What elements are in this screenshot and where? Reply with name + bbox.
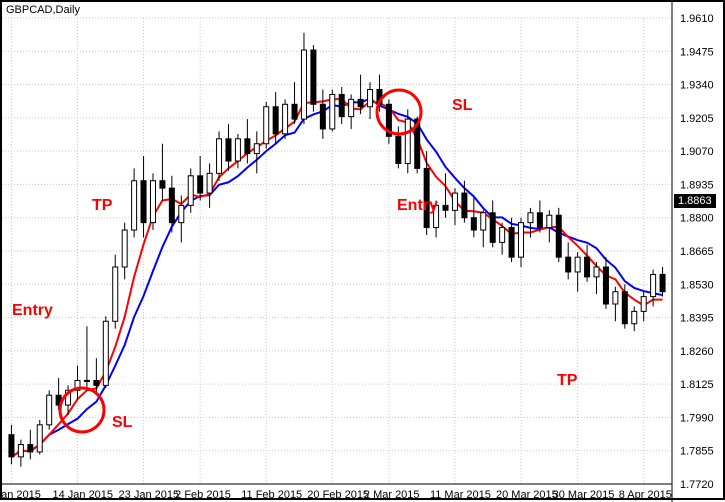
svg-text:14 Jan 2015: 14 Jan 2015 bbox=[52, 489, 113, 501]
svg-text:1.8800: 1.8800 bbox=[680, 213, 714, 225]
svg-text:1.8530: 1.8530 bbox=[680, 279, 714, 291]
svg-text:1.9205: 1.9205 bbox=[680, 113, 714, 125]
chart-container: GBPCAD,Daily 1.7720 1.7855 1.7990 1.8125 1.8… bbox=[0, 0, 725, 500]
chart-plot: 1.7720 1.7855 1.7990 1.8125 1.8260 1.8395 1.85… bbox=[2, 2, 725, 502]
annotation-sl: SL bbox=[112, 414, 132, 432]
svg-text:2 Mar 2015: 2 Mar 2015 bbox=[364, 489, 420, 501]
svg-text:1.8125: 1.8125 bbox=[680, 379, 714, 391]
svg-text:1.9610: 1.9610 bbox=[680, 13, 714, 25]
svg-text:1.8260: 1.8260 bbox=[680, 346, 714, 358]
current-price-label: 1.8863 bbox=[674, 194, 716, 208]
svg-text:1.9475: 1.9475 bbox=[680, 46, 714, 58]
svg-text:1.9340: 1.9340 bbox=[680, 80, 714, 92]
svg-text:1.8665: 1.8665 bbox=[680, 246, 714, 258]
svg-text:30 Mar 2015: 30 Mar 2015 bbox=[553, 489, 615, 501]
annotation-tp: TP bbox=[557, 372, 577, 390]
svg-text:1.9070: 1.9070 bbox=[680, 146, 714, 158]
svg-text:1.7720: 1.7720 bbox=[680, 479, 714, 491]
svg-text:5 Jan 2015: 5 Jan 2015 bbox=[2, 489, 41, 501]
svg-text:1.8935: 1.8935 bbox=[680, 179, 714, 191]
annotation-entry: Entry bbox=[397, 197, 438, 215]
svg-text:2 Feb 2015: 2 Feb 2015 bbox=[175, 489, 231, 501]
svg-text:20 Feb 2015: 20 Feb 2015 bbox=[307, 489, 369, 501]
svg-text:23 Jan 2015: 23 Jan 2015 bbox=[119, 489, 180, 501]
svg-text:11 Mar 2015: 11 Mar 2015 bbox=[430, 489, 491, 501]
annotation-sl: SL bbox=[452, 97, 472, 115]
chart-title: GBPCAD,Daily bbox=[6, 4, 80, 16]
svg-text:8 Apr 2015: 8 Apr 2015 bbox=[619, 489, 672, 501]
annotation-entry: Entry bbox=[12, 302, 53, 320]
svg-text:1.7990: 1.7990 bbox=[680, 412, 714, 424]
annotation-tp: TP bbox=[92, 197, 112, 215]
svg-text:1.8395: 1.8395 bbox=[680, 313, 714, 325]
svg-text:11 Feb 2015: 11 Feb 2015 bbox=[241, 489, 302, 501]
svg-text:1.7855: 1.7855 bbox=[680, 446, 714, 458]
svg-text:20 Mar 2015: 20 Mar 2015 bbox=[496, 489, 558, 501]
